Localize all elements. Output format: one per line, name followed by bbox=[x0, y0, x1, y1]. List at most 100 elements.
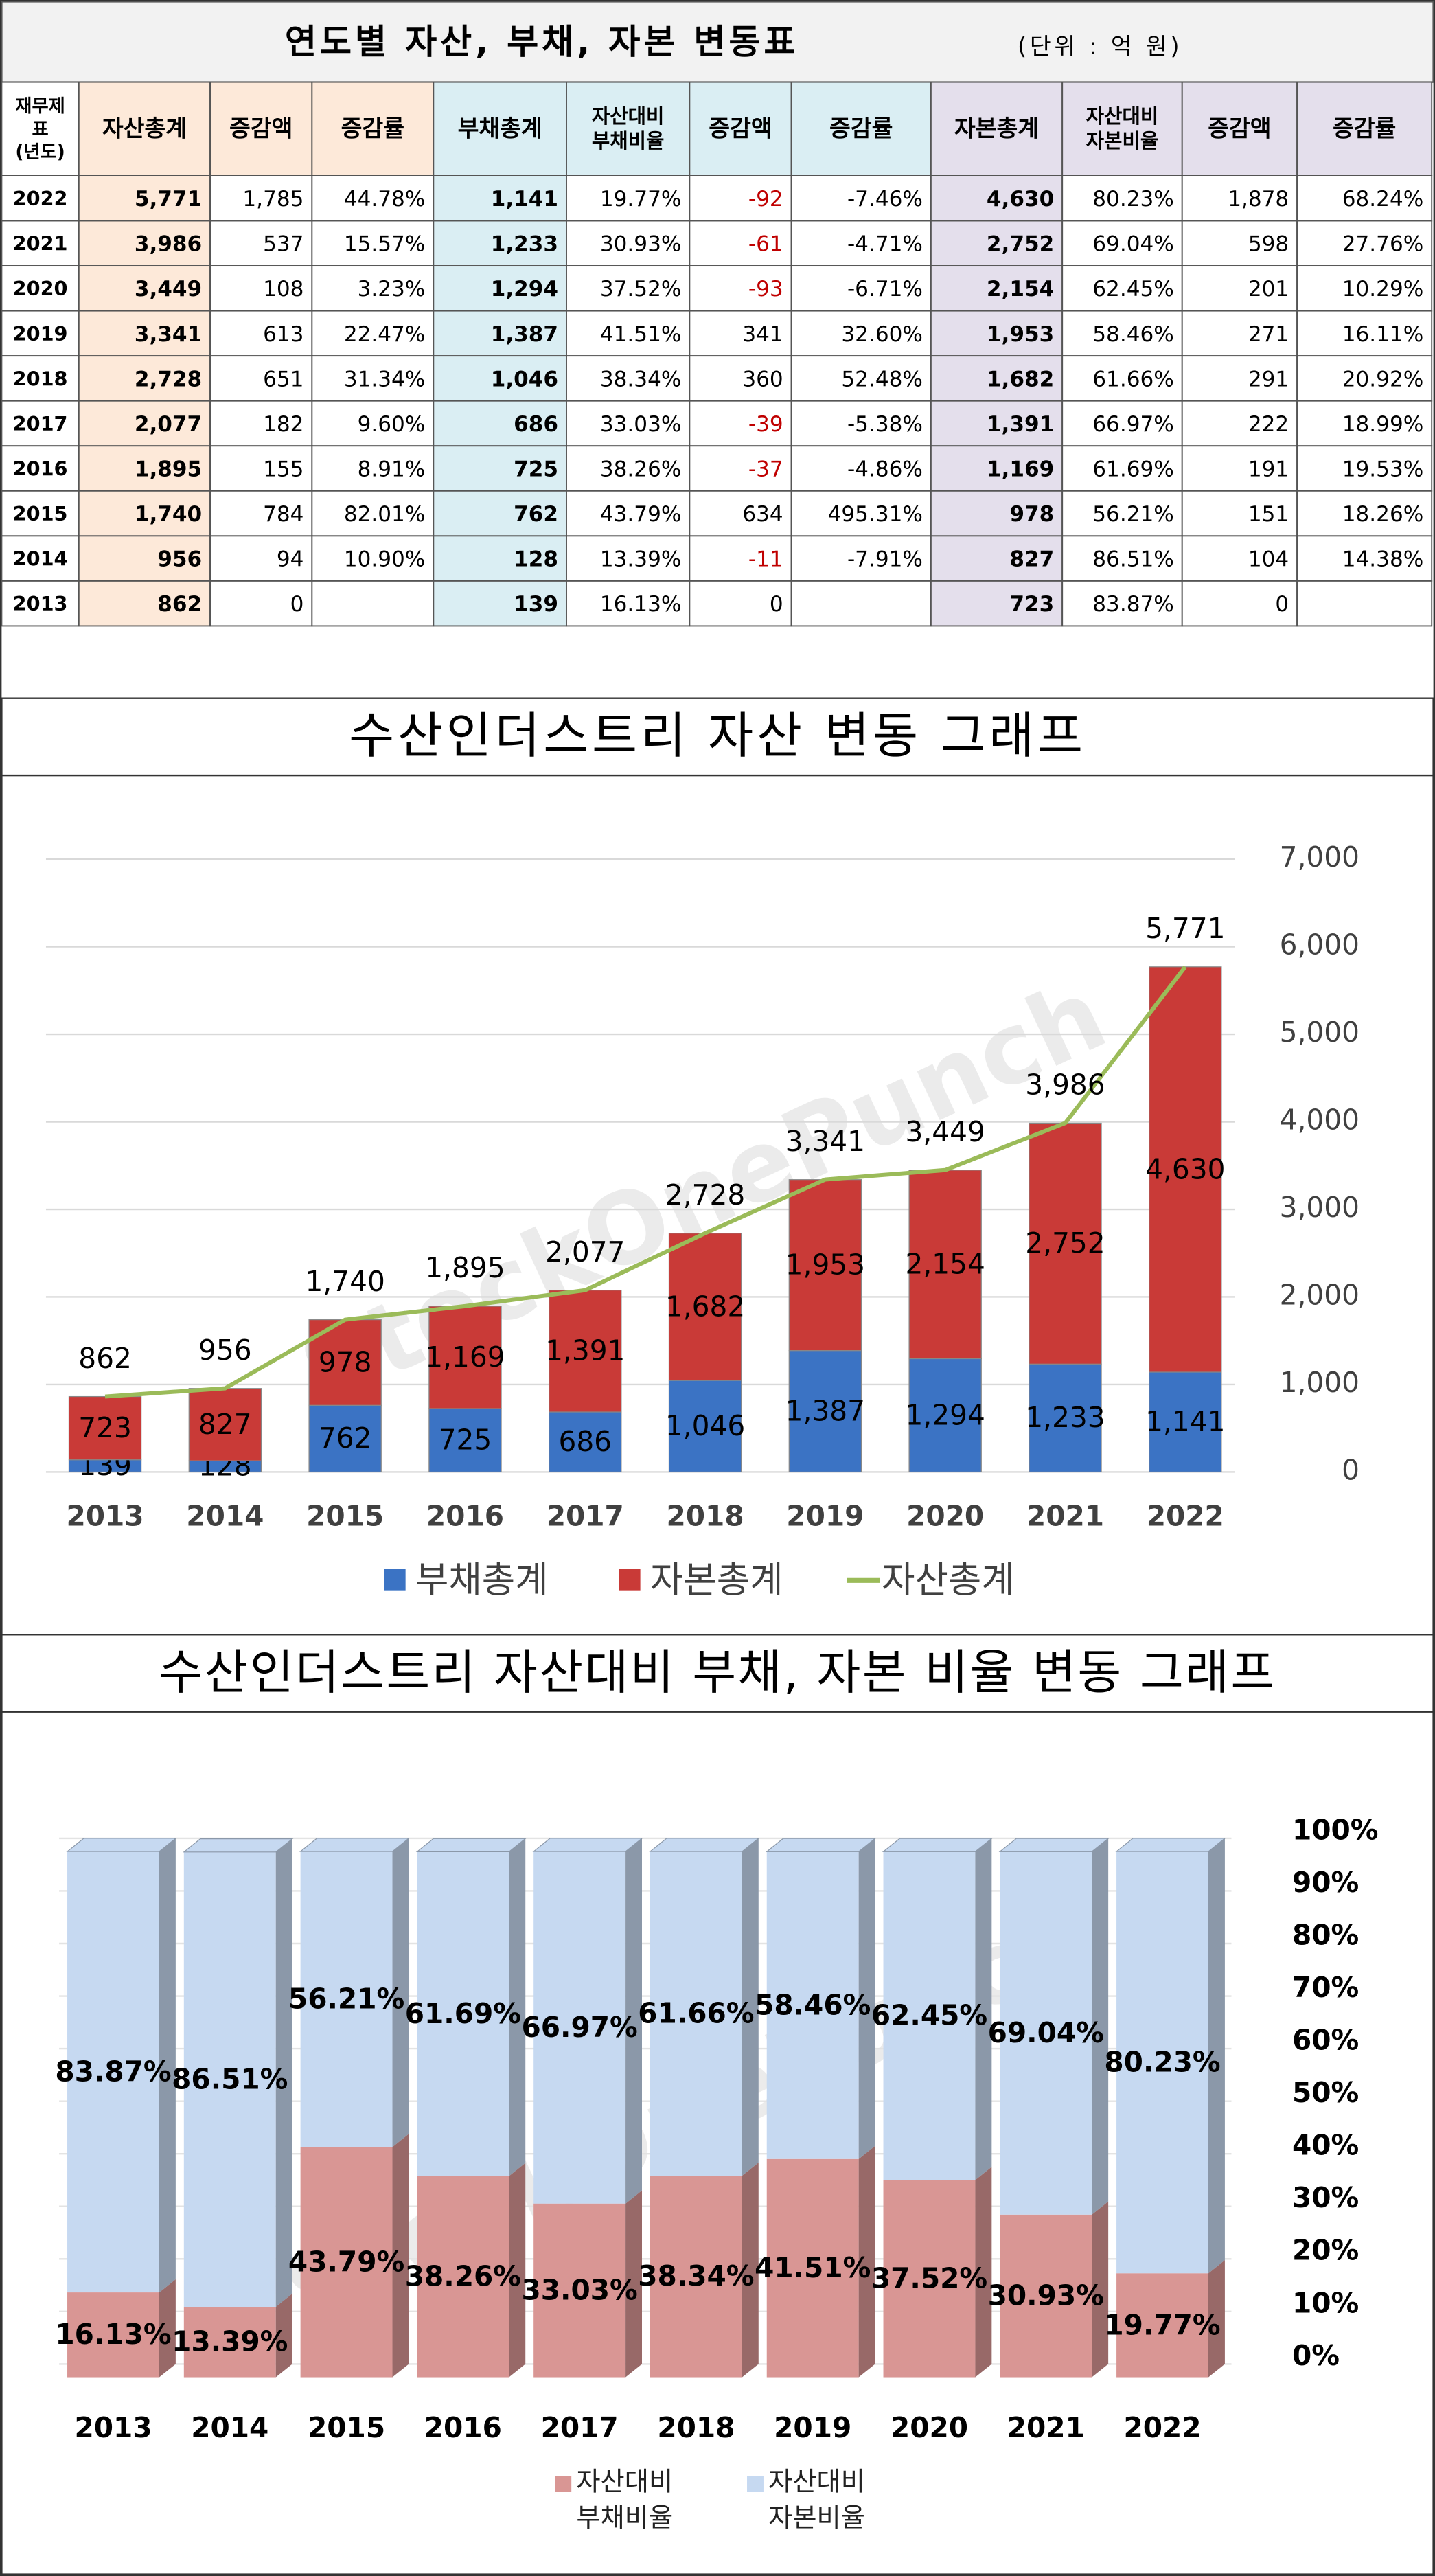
cell bbox=[689, 445, 792, 492]
data-label: 37.52% bbox=[871, 2261, 987, 2294]
x-tick-label: 2018 bbox=[667, 1499, 744, 1532]
cell bbox=[209, 400, 313, 447]
cell bbox=[1296, 580, 1433, 627]
data-label: 862 bbox=[78, 1342, 132, 1375]
bar-side bbox=[742, 2162, 759, 2378]
cell bbox=[689, 220, 792, 267]
cell bbox=[1, 310, 80, 357]
cell bbox=[566, 265, 691, 312]
x-tick-label: 2018 bbox=[657, 2411, 735, 2444]
y-tick-label: 1,000 bbox=[1280, 1366, 1359, 1399]
chart-title: 수산인더스트리 자산대비 부채, 자본 비율 변동 그래프 bbox=[159, 1645, 1276, 1700]
cell-text: 4,630 bbox=[987, 187, 1054, 212]
legend-label: 자산대비 자본비율 bbox=[768, 2465, 865, 2533]
data-label: 1,391 bbox=[545, 1334, 625, 1367]
bar-top bbox=[183, 1838, 294, 1853]
data-label: 41.51% bbox=[755, 2251, 871, 2284]
bar bbox=[883, 1851, 976, 2180]
bar bbox=[668, 1380, 742, 1473]
bar bbox=[417, 2176, 509, 2378]
header-cell bbox=[566, 81, 691, 176]
table-title: 연도별 자산, 부채, 자본 변동표 bbox=[285, 21, 799, 62]
chart-title: 수산인더스트리 자산 변동 그래프 bbox=[349, 707, 1086, 764]
data-label: 3,341 bbox=[785, 1125, 865, 1158]
cell-text: 1,682 bbox=[987, 367, 1054, 391]
bar bbox=[908, 1170, 982, 1360]
cell-text: 62.45% bbox=[1092, 277, 1173, 301]
cell bbox=[1296, 535, 1433, 582]
header-text: (년도) bbox=[15, 142, 65, 163]
cell-text: 2022 bbox=[13, 187, 68, 210]
legend-label: 자산대비 부채비율 bbox=[576, 2465, 674, 2533]
bar-side bbox=[625, 2190, 642, 2378]
cell bbox=[1181, 355, 1298, 402]
cell bbox=[311, 355, 435, 402]
x-tick-label: 2019 bbox=[774, 2411, 851, 2444]
bar-top bbox=[998, 1838, 1110, 1852]
bar bbox=[883, 2180, 976, 2378]
cell bbox=[930, 265, 1064, 312]
cell bbox=[1296, 220, 1433, 267]
bar bbox=[908, 1358, 982, 1473]
y-tick-label: 20% bbox=[1292, 2234, 1359, 2267]
cell-text: 43.79% bbox=[600, 502, 681, 527]
cell-text: 1,391 bbox=[987, 412, 1054, 437]
bar bbox=[417, 1851, 509, 2176]
cell-text: 291 bbox=[1248, 367, 1289, 391]
bar bbox=[788, 1179, 862, 1352]
cell-text: 2019 bbox=[13, 322, 68, 345]
cell-text: 41.51% bbox=[600, 322, 681, 347]
cell bbox=[1061, 355, 1183, 402]
cell-text: 3,986 bbox=[135, 232, 202, 257]
cell-text: 56.21% bbox=[1092, 502, 1173, 527]
cell-text: 651 bbox=[263, 367, 303, 391]
cell bbox=[790, 490, 932, 537]
cell-text: 1,785 bbox=[242, 187, 303, 212]
cell bbox=[433, 310, 567, 357]
data-label: 686 bbox=[558, 1425, 612, 1458]
cell bbox=[1296, 265, 1433, 312]
cell-text: 58.46% bbox=[1092, 322, 1173, 347]
cell bbox=[78, 535, 211, 582]
cell-text: 201 bbox=[1248, 277, 1289, 301]
cell-text: 86.51% bbox=[1092, 547, 1173, 572]
cell bbox=[209, 580, 313, 627]
data-label: 2,728 bbox=[665, 1178, 745, 1211]
cell-text: 18.26% bbox=[1342, 502, 1423, 527]
chart2-title-box bbox=[1, 1634, 1434, 1713]
bar bbox=[1149, 966, 1222, 1373]
cell-text: 16.13% bbox=[600, 592, 681, 617]
cell bbox=[1, 445, 80, 492]
data-label: 1,740 bbox=[305, 1265, 384, 1298]
data-label: 66.97% bbox=[522, 2011, 638, 2044]
bar-top bbox=[66, 1838, 177, 1852]
cell-text: -37 bbox=[748, 457, 783, 481]
cell-text: 725 bbox=[514, 457, 558, 481]
cell-text: 222 bbox=[1248, 412, 1289, 437]
bar-side bbox=[625, 1838, 642, 2204]
y-tick-label: 50% bbox=[1292, 2076, 1359, 2109]
data-label: 762 bbox=[319, 1422, 372, 1455]
x-tick-label: 2020 bbox=[906, 1499, 984, 1532]
y-tick-label: 80% bbox=[1292, 1918, 1359, 1951]
x-tick-label: 2017 bbox=[547, 1499, 624, 1532]
bar-side bbox=[509, 1838, 526, 2176]
header-text: 증감률 bbox=[341, 115, 404, 141]
cell-text: 3,341 bbox=[135, 322, 202, 347]
cell bbox=[566, 355, 691, 402]
data-label: 2,154 bbox=[906, 1248, 985, 1281]
cell-text: 94 bbox=[277, 547, 304, 572]
y-tick-label: 6,000 bbox=[1280, 928, 1359, 961]
data-label: 1,953 bbox=[785, 1249, 865, 1281]
cell-text: 31.34% bbox=[344, 367, 425, 391]
cell-text: 38.26% bbox=[600, 457, 681, 481]
bar-top bbox=[1115, 1838, 1226, 1852]
bar-side bbox=[1092, 2201, 1109, 2378]
cell-text: 1,233 bbox=[491, 232, 558, 257]
cell bbox=[78, 580, 211, 627]
cell-text: 3,449 bbox=[135, 277, 202, 301]
data-label: 43.79% bbox=[288, 2245, 404, 2278]
legend-swatch bbox=[747, 2476, 764, 2492]
cell bbox=[689, 580, 792, 627]
